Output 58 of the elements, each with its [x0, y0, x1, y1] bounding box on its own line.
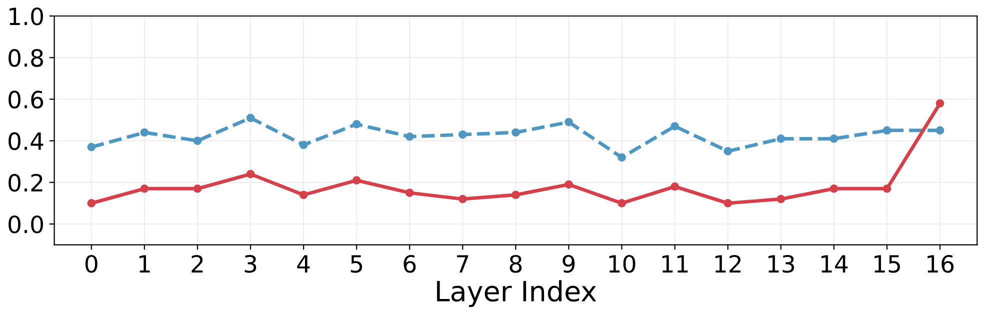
- point: [512, 128, 520, 137]
- point: [670, 182, 679, 191]
- y-tick-label: 1.0: [10, 7, 43, 26]
- point: [87, 199, 96, 208]
- point: [618, 153, 626, 162]
- point: [564, 180, 573, 189]
- x-tick-label: 14: [822, 255, 848, 272]
- point: [512, 190, 520, 200]
- point: [193, 136, 202, 145]
- x-tick-label: 0: [85, 254, 98, 273]
- point: [830, 184, 838, 193]
- point: [246, 170, 255, 178]
- point: [405, 132, 414, 141]
- x-tick-label: 16: [928, 254, 954, 273]
- x-tick-label: 8: [510, 254, 522, 273]
- point: [140, 128, 149, 137]
- point: [299, 190, 308, 200]
- point: [882, 184, 892, 193]
- point: [405, 188, 414, 197]
- point: [140, 184, 149, 193]
- x-tick-label: 13: [768, 254, 794, 273]
- y-tick-label: 0.8: [8, 49, 43, 67]
- x-tick-label: 15: [874, 255, 900, 273]
- point: [352, 176, 361, 184]
- y-tick-label: 0.0: [8, 215, 43, 234]
- x-tick-label: 3: [244, 254, 256, 273]
- point: [458, 130, 467, 139]
- point: [299, 140, 308, 150]
- point: [776, 194, 786, 204]
- point: [352, 120, 361, 128]
- point: [882, 126, 892, 135]
- y-tick-label: 0.6: [8, 90, 44, 109]
- y-tick-label: 0.4: [8, 132, 44, 150]
- x-tick-label: 9: [562, 254, 575, 273]
- x-tick-label: 7: [457, 255, 468, 272]
- point: [458, 194, 467, 204]
- x-tick-label: 12: [715, 254, 741, 272]
- x-tick-label: 6: [404, 254, 416, 273]
- x-axis-title: Layer Index: [437, 280, 596, 308]
- point: [564, 118, 573, 126]
- x-tick-label: 10: [609, 254, 636, 273]
- x-tick-label: 4: [297, 255, 310, 272]
- point: [830, 134, 838, 143]
- x-tick-label: 1: [140, 255, 150, 272]
- point: [724, 199, 732, 208]
- point: [193, 184, 202, 193]
- x-tick-label: 2: [192, 254, 203, 272]
- point: [670, 122, 679, 130]
- point: [618, 199, 626, 208]
- point: [246, 114, 255, 122]
- point: [87, 142, 96, 152]
- point: [776, 134, 786, 143]
- x-tick-label: 11: [662, 255, 688, 272]
- y-tick-label: 0.2: [8, 174, 42, 192]
- point: [936, 126, 944, 135]
- point: [724, 147, 732, 156]
- point: [936, 99, 944, 108]
- x-tick-label: 5: [350, 255, 362, 273]
